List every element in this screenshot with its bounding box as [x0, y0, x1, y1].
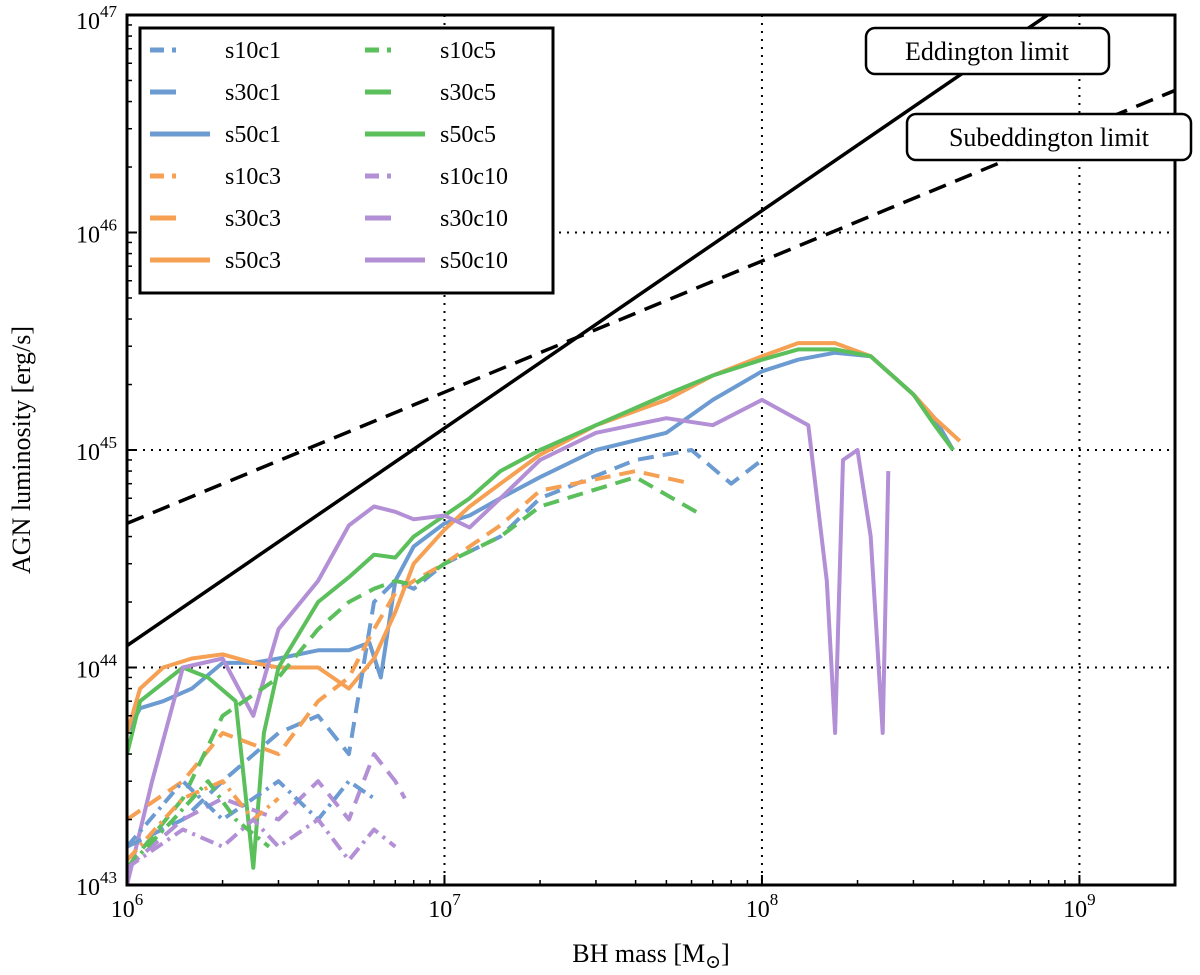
series-s50c5	[127, 347, 955, 870]
x-tick-label: 108	[746, 890, 779, 923]
eddington-label: Eddington limit	[905, 37, 1070, 66]
series-s50c1	[127, 350, 955, 734]
y-tick-label: 1044	[76, 651, 118, 684]
legend: s10c1 s30c1 s50c1 s10c3 s30c3 s50c3 s10c5 s30c5…	[138, 26, 555, 295]
legend-label-s50c10: s50c10	[440, 248, 508, 274]
legend-label-s30c5: s30c5	[440, 80, 496, 106]
y-tick-label: 1047	[76, 2, 118, 35]
series-s30c10	[127, 752, 407, 870]
x-axis-label: BH mass [M⊙]	[572, 939, 730, 973]
legend-label-s30c10: s30c10	[440, 206, 508, 232]
series-layer	[127, 341, 962, 885]
eddington-limit-line	[127, 15, 1051, 648]
legend-label-s30c3: s30c3	[225, 206, 281, 232]
series-s30c5	[127, 475, 704, 870]
legend-label-s10c10: s10c10	[440, 164, 508, 190]
x-tick-label: 109	[1063, 890, 1096, 923]
y-tick-label: 1045	[76, 433, 117, 466]
series-s10c3	[127, 779, 280, 862]
series-s30c3	[127, 469, 692, 822]
subeddington-limit-line	[127, 88, 1175, 525]
eddington-annotation: Eddington limit	[864, 26, 1111, 76]
x-tick-label: 107	[428, 890, 461, 923]
axis-ticks: 106 107 108 109 1043 1044 1045 1046 1047	[76, 2, 1176, 923]
legend-label-s50c3: s50c3	[225, 248, 281, 274]
legend-frame	[138, 26, 555, 295]
y-axis-label: AGN luminosity [erg/s]	[7, 326, 36, 574]
legend-label-s50c1: s50c1	[225, 122, 281, 148]
subeddington-annotation: Subeddington limit	[905, 112, 1193, 162]
x-tick-label: 106	[111, 890, 144, 923]
y-tick-label: 1046	[76, 216, 117, 249]
legend-label-s10c3: s10c3	[225, 164, 281, 190]
y-tick-label: 1043	[76, 868, 117, 901]
series-s10c1	[127, 779, 376, 848]
legend-label-s10c5: s10c5	[440, 38, 496, 64]
series-s50c3	[127, 341, 962, 734]
legend-label-s50c5: s50c5	[440, 122, 496, 148]
subeddington-label: Subeddington limit	[949, 123, 1150, 152]
legend-label-s10c1: s10c1	[225, 38, 281, 64]
series-s10c5	[127, 779, 271, 870]
legend-label-s30c1: s30c1	[225, 80, 281, 106]
reference-lines	[127, 15, 1175, 648]
